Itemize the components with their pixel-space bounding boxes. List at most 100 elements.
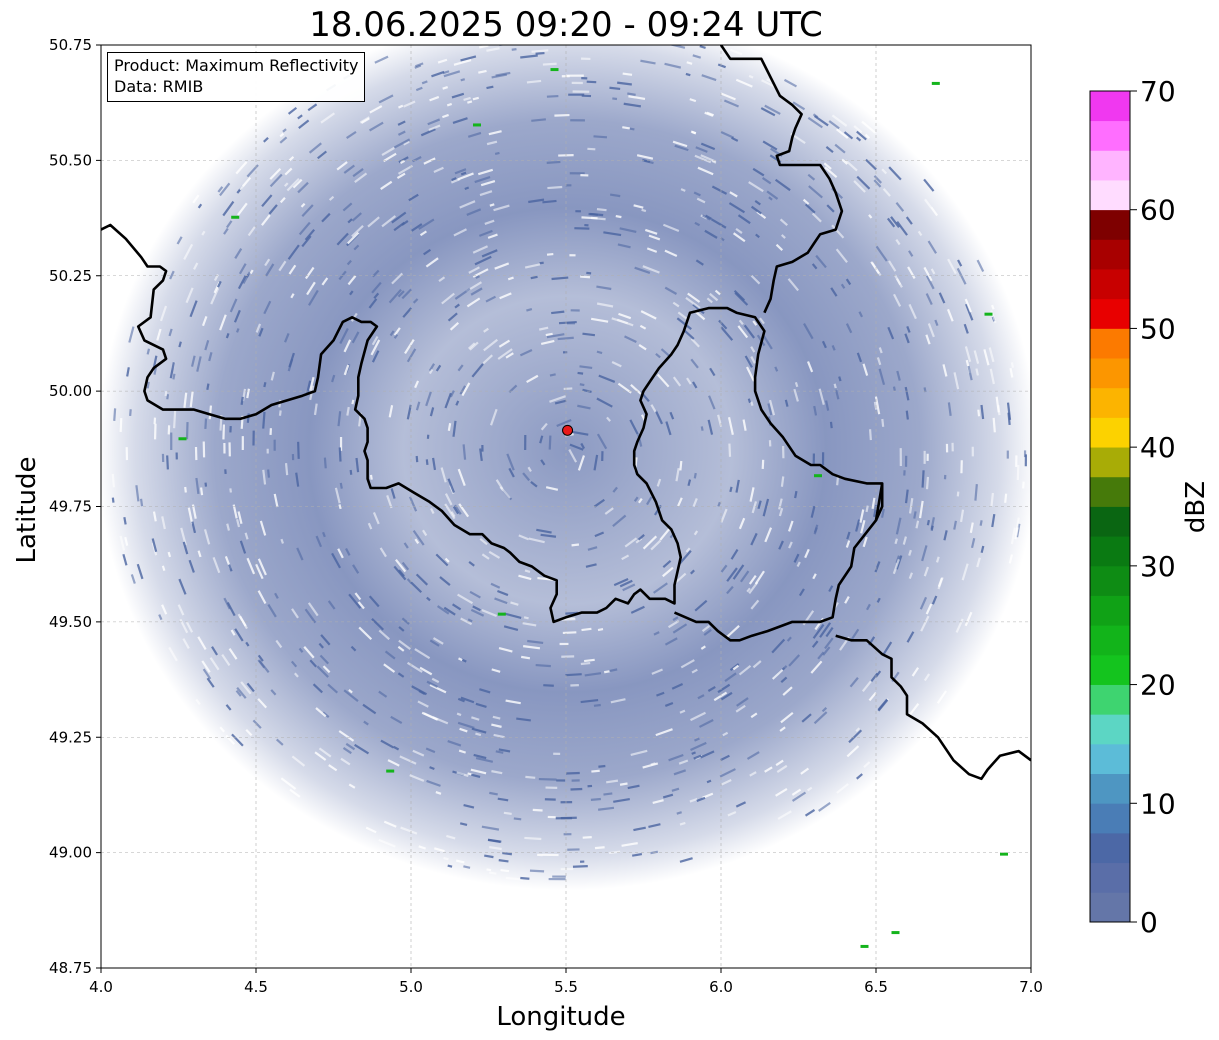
echo-streak xyxy=(346,406,350,416)
echo-streak xyxy=(265,263,275,277)
echo-streak xyxy=(371,335,379,346)
echo-streak xyxy=(177,604,185,616)
echo-streak xyxy=(738,664,752,676)
echo-streak xyxy=(527,639,544,645)
echo-streak xyxy=(353,244,360,251)
echo-streak xyxy=(484,219,495,225)
echo-streak xyxy=(689,797,698,803)
echo-streak xyxy=(169,362,175,379)
echo-streak xyxy=(667,619,680,629)
echo-streak xyxy=(709,292,719,302)
echo-streak xyxy=(414,648,431,660)
echo-streak xyxy=(269,167,282,180)
echo-streak xyxy=(617,81,632,86)
echo-streak xyxy=(217,186,224,193)
echo-streak xyxy=(720,508,728,523)
echo-streak xyxy=(440,467,447,483)
echo-streak xyxy=(864,133,871,139)
echo-streak xyxy=(587,147,596,151)
echo-streak xyxy=(442,113,449,119)
echo-streak xyxy=(704,111,714,117)
echo-streak xyxy=(235,161,248,175)
echo-streak xyxy=(937,577,944,590)
echo-streak xyxy=(367,522,373,530)
echo-streak xyxy=(1008,554,1014,564)
echo-streak xyxy=(428,124,441,132)
echo-streak xyxy=(762,498,770,517)
echo-streak xyxy=(475,275,480,279)
echo-streak xyxy=(471,773,481,779)
echo-streak xyxy=(947,402,952,416)
echo-streak xyxy=(522,645,541,650)
echo-streak xyxy=(417,700,429,708)
echo-streak xyxy=(471,363,484,378)
echo-streak xyxy=(287,106,298,115)
echo-streak xyxy=(237,613,248,630)
echo-streak xyxy=(824,637,834,650)
echo-streak xyxy=(622,72,633,76)
echo-streak xyxy=(399,755,417,765)
echo-streak xyxy=(720,92,736,101)
echo-streak xyxy=(238,263,247,275)
echo-streak xyxy=(656,478,662,487)
echo-streak xyxy=(354,743,370,755)
echo-streak xyxy=(718,319,728,330)
echo-streak xyxy=(561,655,575,658)
echo-streak xyxy=(679,709,686,714)
echo-streak xyxy=(873,505,878,518)
echo-streak xyxy=(882,641,893,655)
colorbar-swatch xyxy=(1090,180,1130,211)
plot-area xyxy=(100,44,1032,969)
echo-streak xyxy=(449,322,460,331)
border-belgium-france-west xyxy=(101,223,884,642)
y-tick-label: 49.75 xyxy=(49,498,92,516)
echo-streak xyxy=(921,470,925,488)
echo-streak xyxy=(831,224,845,239)
colorbar-swatch xyxy=(1090,832,1130,864)
echo-streak xyxy=(520,54,538,59)
echo-streak xyxy=(291,755,306,767)
echo-streak xyxy=(821,340,827,349)
echo-streak xyxy=(153,423,157,440)
echo-streak xyxy=(672,623,688,634)
echo-streak xyxy=(617,382,632,394)
echo-streak xyxy=(886,217,896,228)
y-tick-label: 50.25 xyxy=(49,267,92,285)
echo-streak xyxy=(707,686,716,692)
echo-streak xyxy=(780,676,788,684)
echo-streak xyxy=(524,569,531,573)
echo-streak xyxy=(876,597,881,603)
x-axis-label: Longitude xyxy=(496,1002,625,1032)
echo-streak xyxy=(279,132,285,138)
echo-streak xyxy=(524,263,541,269)
echo-streak xyxy=(597,806,615,811)
echo-streak xyxy=(754,199,761,206)
echo-streak xyxy=(664,249,678,258)
echo-streak xyxy=(486,140,498,146)
echo-streak xyxy=(161,453,165,463)
echo-streak xyxy=(408,193,419,202)
echo-streak xyxy=(593,454,599,471)
echo-streak xyxy=(829,421,833,429)
echo-streak xyxy=(246,557,256,575)
echo-streak xyxy=(735,479,740,493)
echo-streak xyxy=(845,278,852,286)
echo-streak xyxy=(478,229,493,237)
echo-streak xyxy=(861,680,873,692)
echo-streak xyxy=(920,615,930,632)
echo-streak xyxy=(457,593,474,605)
echo-streak xyxy=(495,750,504,754)
echo-streak xyxy=(720,326,734,341)
echo-streak xyxy=(473,753,487,760)
echo-streak xyxy=(457,364,464,372)
echo-streak xyxy=(339,482,343,489)
colorbar: 0 10 20 30 40 50 60 70 dBZ xyxy=(1089,75,1211,939)
echo-streak xyxy=(193,262,199,270)
echo-streak xyxy=(447,740,462,747)
echo-streak xyxy=(750,356,756,364)
echo-streak xyxy=(408,496,418,512)
echo-streak xyxy=(495,479,504,490)
echo-streak xyxy=(726,567,738,582)
echo-streak xyxy=(581,57,591,61)
echo-streak xyxy=(793,388,799,402)
